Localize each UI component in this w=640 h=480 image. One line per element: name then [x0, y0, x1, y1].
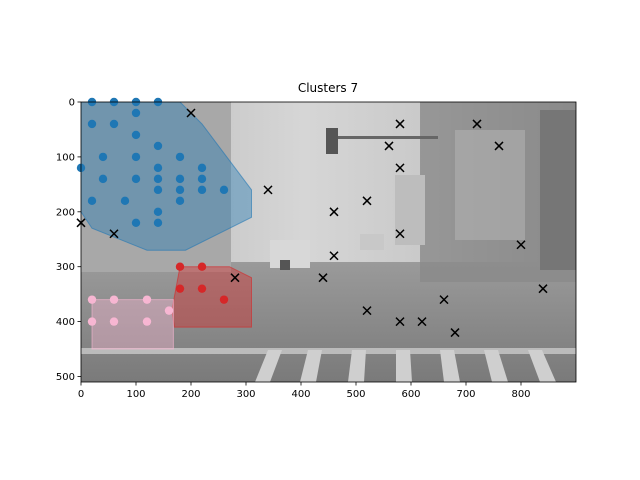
cluster-0-point — [197, 174, 207, 184]
cluster-2-point — [109, 317, 119, 326]
cluster-2-point — [142, 295, 152, 304]
cluster-2-point — [87, 317, 97, 326]
cluster-0-point — [153, 185, 163, 195]
noise-point — [395, 229, 405, 239]
noise-point — [384, 141, 394, 151]
noise-point — [109, 229, 119, 239]
x-tick-label: 400 — [291, 389, 310, 400]
x-tick-label: 500 — [346, 389, 365, 400]
noise-point — [230, 273, 240, 283]
noise-point — [395, 119, 405, 129]
noise-point — [538, 284, 548, 294]
background-image — [81, 102, 576, 382]
cluster-0-point — [175, 185, 185, 195]
y-tick-label: 400 — [56, 317, 75, 328]
chart-title: Clusters 7 — [298, 81, 358, 95]
noise-point — [362, 306, 372, 316]
y-tick-label: 200 — [56, 207, 75, 218]
cluster-0-point — [87, 119, 97, 129]
cluster-0-point — [98, 152, 108, 162]
y-tick-label: 500 — [56, 372, 75, 383]
noise-point — [318, 273, 328, 283]
noise-point — [472, 119, 482, 129]
cluster-0-point — [175, 152, 185, 162]
plot-frame — [80, 101, 577, 383]
cluster-hull-2 — [91, 299, 174, 350]
cluster-hull-1 — [171, 266, 252, 328]
cluster-1-point — [197, 262, 207, 271]
x-tick-label: 300 — [236, 389, 255, 400]
cluster-0-point — [120, 196, 130, 206]
cluster-0-point — [197, 185, 207, 195]
noise-point — [362, 196, 372, 206]
x-tick-label: 800 — [511, 389, 530, 400]
x-axis: 0 100 200 300 400 500 600 700 800 — [78, 382, 531, 400]
cluster-0-point — [197, 163, 207, 173]
noise-point — [329, 207, 339, 217]
y-tick-label: 100 — [56, 152, 75, 163]
cluster-0-point — [98, 174, 108, 184]
cluster-1-point — [175, 262, 185, 271]
noise-point — [263, 185, 273, 195]
cluster-0-point — [175, 174, 185, 184]
noise-point — [516, 240, 526, 250]
y-tick-label: 0 — [69, 98, 75, 109]
cluster-0-point — [219, 185, 229, 195]
cluster-0-point — [153, 174, 163, 184]
cluster-0-point — [131, 174, 141, 184]
cluster-2-point — [109, 295, 119, 304]
noise-point — [417, 317, 427, 327]
cluster-2-point — [87, 295, 97, 304]
cluster-hulls — [81, 102, 252, 350]
x-tick-label: 100 — [126, 389, 145, 400]
cluster-2-point — [164, 306, 174, 315]
cluster-0-point — [131, 108, 141, 118]
x-tick-label: 200 — [181, 389, 200, 400]
noise-point — [395, 317, 405, 327]
cluster-0-point — [153, 163, 163, 173]
y-tick-label: 300 — [56, 262, 75, 273]
cluster-1-point — [175, 284, 185, 293]
cluster-0-point — [87, 196, 97, 206]
cluster-0-point — [153, 141, 163, 151]
cluster-0-point — [109, 119, 119, 129]
cluster-0-point — [131, 130, 141, 140]
cluster-1-point — [197, 284, 207, 293]
y-axis: 0 100 200 300 400 500 — [56, 98, 81, 383]
noise-point — [395, 163, 405, 173]
noise-point — [439, 295, 449, 305]
cluster-0-point — [153, 207, 163, 217]
x-tick-label: 0 — [78, 389, 84, 400]
cluster-1-point — [219, 295, 229, 304]
cluster-0-point — [131, 218, 141, 227]
x-tick-label: 700 — [456, 389, 475, 400]
noise-point — [450, 328, 460, 338]
noise-point — [186, 108, 196, 118]
cluster-0-point — [131, 152, 141, 162]
noise-point — [494, 141, 504, 151]
cluster-2-point — [142, 317, 152, 326]
cluster-0-point — [153, 218, 163, 227]
x-tick-label: 600 — [401, 389, 420, 400]
noise-point — [329, 251, 339, 261]
cluster-0-point — [175, 196, 185, 206]
